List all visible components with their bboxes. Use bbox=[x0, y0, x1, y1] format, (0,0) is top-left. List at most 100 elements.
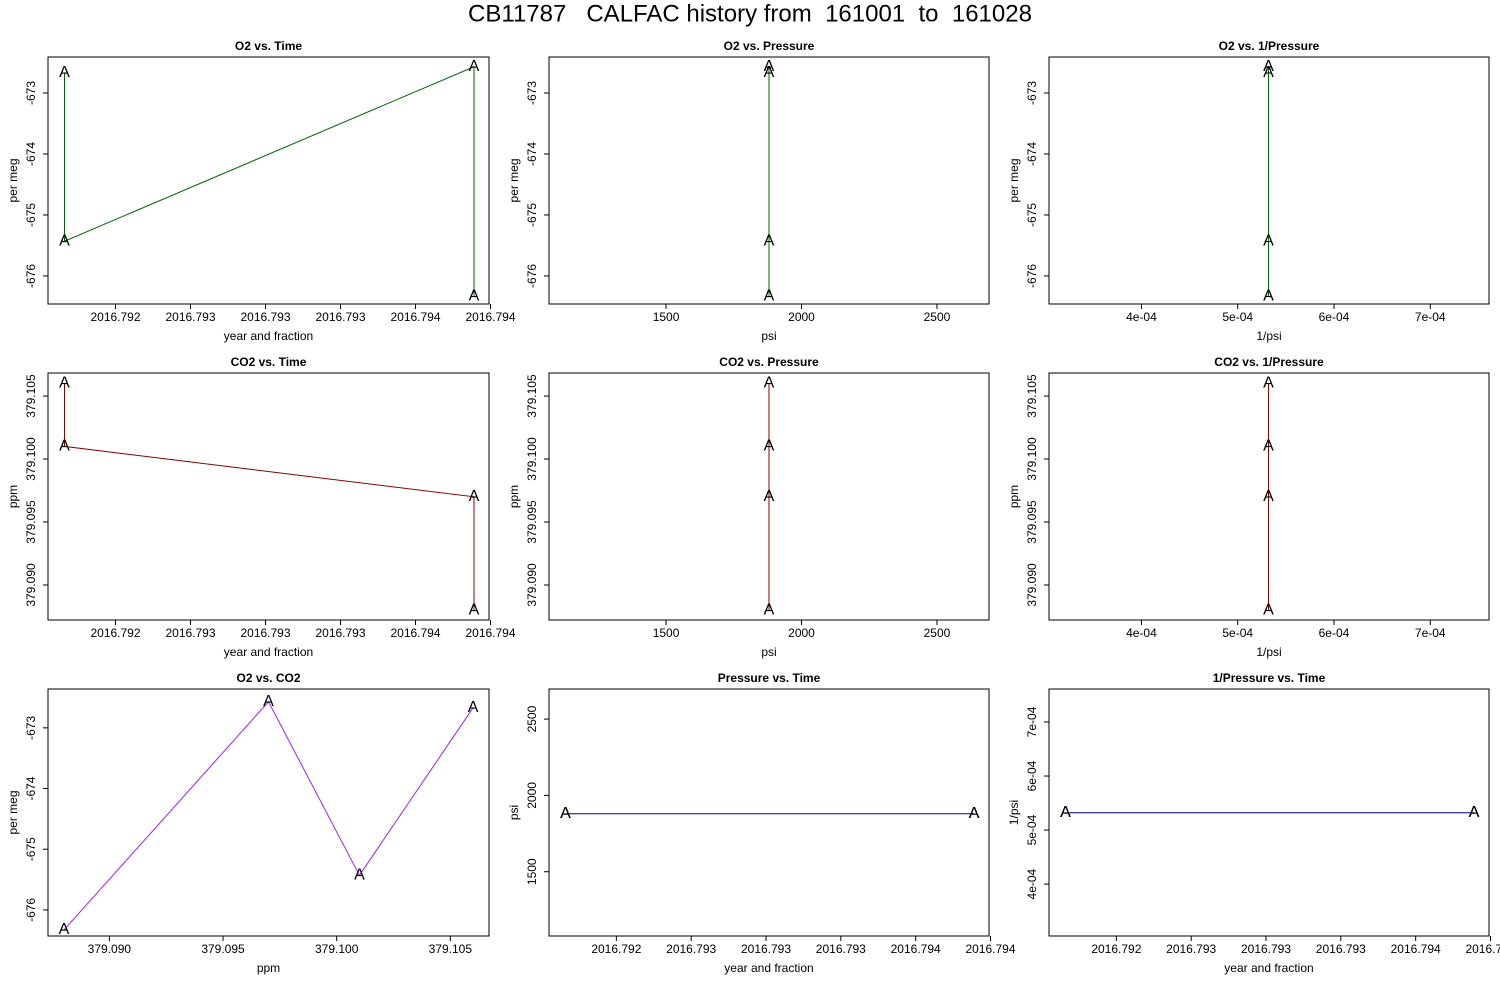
point-marker: A bbox=[764, 64, 775, 81]
x-tick-label: 2016.793 bbox=[666, 942, 716, 956]
y-axis-label: per meg bbox=[1007, 158, 1021, 202]
x-tick-label: 6e-04 bbox=[1319, 310, 1350, 324]
plot-title: CO2 vs. 1/Pressure bbox=[1214, 355, 1324, 369]
plot-frame bbox=[1048, 56, 1490, 305]
y-tick-label: 379.100 bbox=[1025, 437, 1039, 481]
plot-title: O2 vs. Pressure bbox=[724, 39, 815, 53]
y-tick-label: -673 bbox=[24, 716, 38, 740]
x-axis-label: ppm bbox=[257, 961, 280, 975]
y-axis-label: 1/psi bbox=[1007, 800, 1021, 825]
y-tick-label: 4e-04 bbox=[1025, 868, 1039, 899]
point-marker: A bbox=[59, 438, 70, 455]
x-tick-label: 2016.792 bbox=[90, 310, 140, 324]
y-tick-label: -673 bbox=[525, 81, 539, 105]
point-marker: A bbox=[1469, 804, 1480, 821]
x-tick-label: 379.095 bbox=[201, 942, 245, 956]
y-axis-label: per meg bbox=[507, 158, 521, 202]
plot-frame bbox=[47, 56, 490, 305]
x-tick-label: 5e-04 bbox=[1222, 310, 1253, 324]
plot-title: CO2 vs. Pressure bbox=[719, 355, 819, 369]
y-axis-label: per meg bbox=[6, 790, 20, 834]
x-axis-label: year and fraction bbox=[224, 329, 313, 343]
y-tick-label: 379.095 bbox=[1025, 500, 1039, 544]
x-axis-label: 1/psi bbox=[1256, 329, 1281, 343]
y-tick-label: -675 bbox=[24, 837, 38, 861]
x-axis-label: 1/psi bbox=[1256, 645, 1281, 659]
y-tick-label: -676 bbox=[24, 264, 38, 288]
x-tick-label: 2000 bbox=[788, 626, 815, 640]
point-marker: A bbox=[560, 805, 571, 822]
x-tick-label: 2016.793 bbox=[165, 310, 215, 324]
y-tick-label: 2000 bbox=[525, 782, 539, 809]
y-tick-label: -675 bbox=[24, 203, 38, 227]
y-tick-label: 379.095 bbox=[24, 500, 38, 544]
plot-frame bbox=[1048, 688, 1490, 937]
y-tick-label: 379.100 bbox=[24, 437, 38, 481]
point-marker: A bbox=[354, 867, 365, 884]
point-marker: A bbox=[469, 488, 480, 505]
point-marker: A bbox=[59, 232, 70, 249]
x-axis-label: year and fraction bbox=[1224, 961, 1313, 975]
x-tick-label: 2016.793 bbox=[1316, 942, 1366, 956]
point-marker: A bbox=[1263, 488, 1274, 505]
y-tick-label: -674 bbox=[24, 776, 38, 800]
x-tick-label: 2016.793 bbox=[816, 942, 866, 956]
point-marker: A bbox=[1263, 232, 1274, 249]
y-axis-label: ppm bbox=[507, 485, 521, 508]
plot-frame bbox=[47, 688, 490, 937]
point-marker: A bbox=[263, 693, 274, 710]
x-tick-label: 2016.794 bbox=[390, 626, 440, 640]
y-tick-label: 1500 bbox=[525, 858, 539, 885]
data-line bbox=[64, 66, 475, 297]
x-tick-label: 2016.794 bbox=[965, 942, 1015, 956]
y-tick-label: 379.105 bbox=[24, 374, 38, 418]
point-marker: A bbox=[1263, 58, 1274, 75]
y-tick-label: -676 bbox=[1025, 264, 1039, 288]
point-marker: A bbox=[1060, 804, 1071, 821]
y-tick-label: 2500 bbox=[525, 705, 539, 732]
point-marker: A bbox=[764, 601, 775, 618]
x-tick-label: 2016.793 bbox=[240, 626, 290, 640]
point-marker: A bbox=[469, 58, 480, 75]
x-axis-label: year and fraction bbox=[224, 645, 313, 659]
y-tick-label: -675 bbox=[525, 203, 539, 227]
y-axis-label: per meg bbox=[6, 158, 20, 202]
point-marker: A bbox=[1263, 438, 1274, 455]
plot-title: O2 vs. CO2 bbox=[236, 671, 300, 685]
y-tick-label: -674 bbox=[1025, 142, 1039, 166]
point-marker: A bbox=[969, 805, 980, 822]
point-marker: A bbox=[969, 805, 980, 822]
y-axis-label: psi bbox=[507, 805, 521, 820]
x-tick-label: 379.100 bbox=[315, 942, 359, 956]
y-tick-label: -676 bbox=[525, 264, 539, 288]
x-tick-label: 2016.793 bbox=[165, 626, 215, 640]
x-tick-label: 2016.794 bbox=[1465, 942, 1500, 956]
plot-frame bbox=[548, 688, 990, 937]
y-tick-label: 379.090 bbox=[24, 563, 38, 607]
y-tick-label: -675 bbox=[1025, 203, 1039, 227]
point-marker: A bbox=[1263, 287, 1274, 304]
x-tick-label: 2016.793 bbox=[1166, 942, 1216, 956]
data-line bbox=[63, 700, 474, 931]
y-tick-label: 379.090 bbox=[525, 563, 539, 607]
point-marker: A bbox=[469, 601, 480, 618]
x-tick-label: 379.105 bbox=[429, 942, 473, 956]
x-tick-label: 2016.793 bbox=[741, 942, 791, 956]
y-tick-label: 379.105 bbox=[525, 374, 539, 418]
x-axis-label: psi bbox=[761, 329, 776, 343]
y-tick-label: 379.105 bbox=[1025, 374, 1039, 418]
x-tick-label: 2016.793 bbox=[240, 310, 290, 324]
x-tick-label: 2016.792 bbox=[1091, 942, 1141, 956]
y-tick-label: 7e-04 bbox=[1025, 706, 1039, 737]
y-tick-label: -673 bbox=[1025, 81, 1039, 105]
x-tick-label: 2000 bbox=[788, 310, 815, 324]
point-marker: A bbox=[1060, 804, 1071, 821]
y-tick-label: 5e-04 bbox=[1025, 814, 1039, 845]
x-axis-label: psi bbox=[761, 645, 776, 659]
point-marker: A bbox=[1263, 601, 1274, 618]
page-title: CB11787 CALFAC history from 161001 to 16… bbox=[468, 0, 1032, 27]
x-tick-label: 2500 bbox=[924, 626, 951, 640]
x-tick-label: 379.090 bbox=[88, 942, 132, 956]
y-tick-label: -676 bbox=[24, 898, 38, 922]
